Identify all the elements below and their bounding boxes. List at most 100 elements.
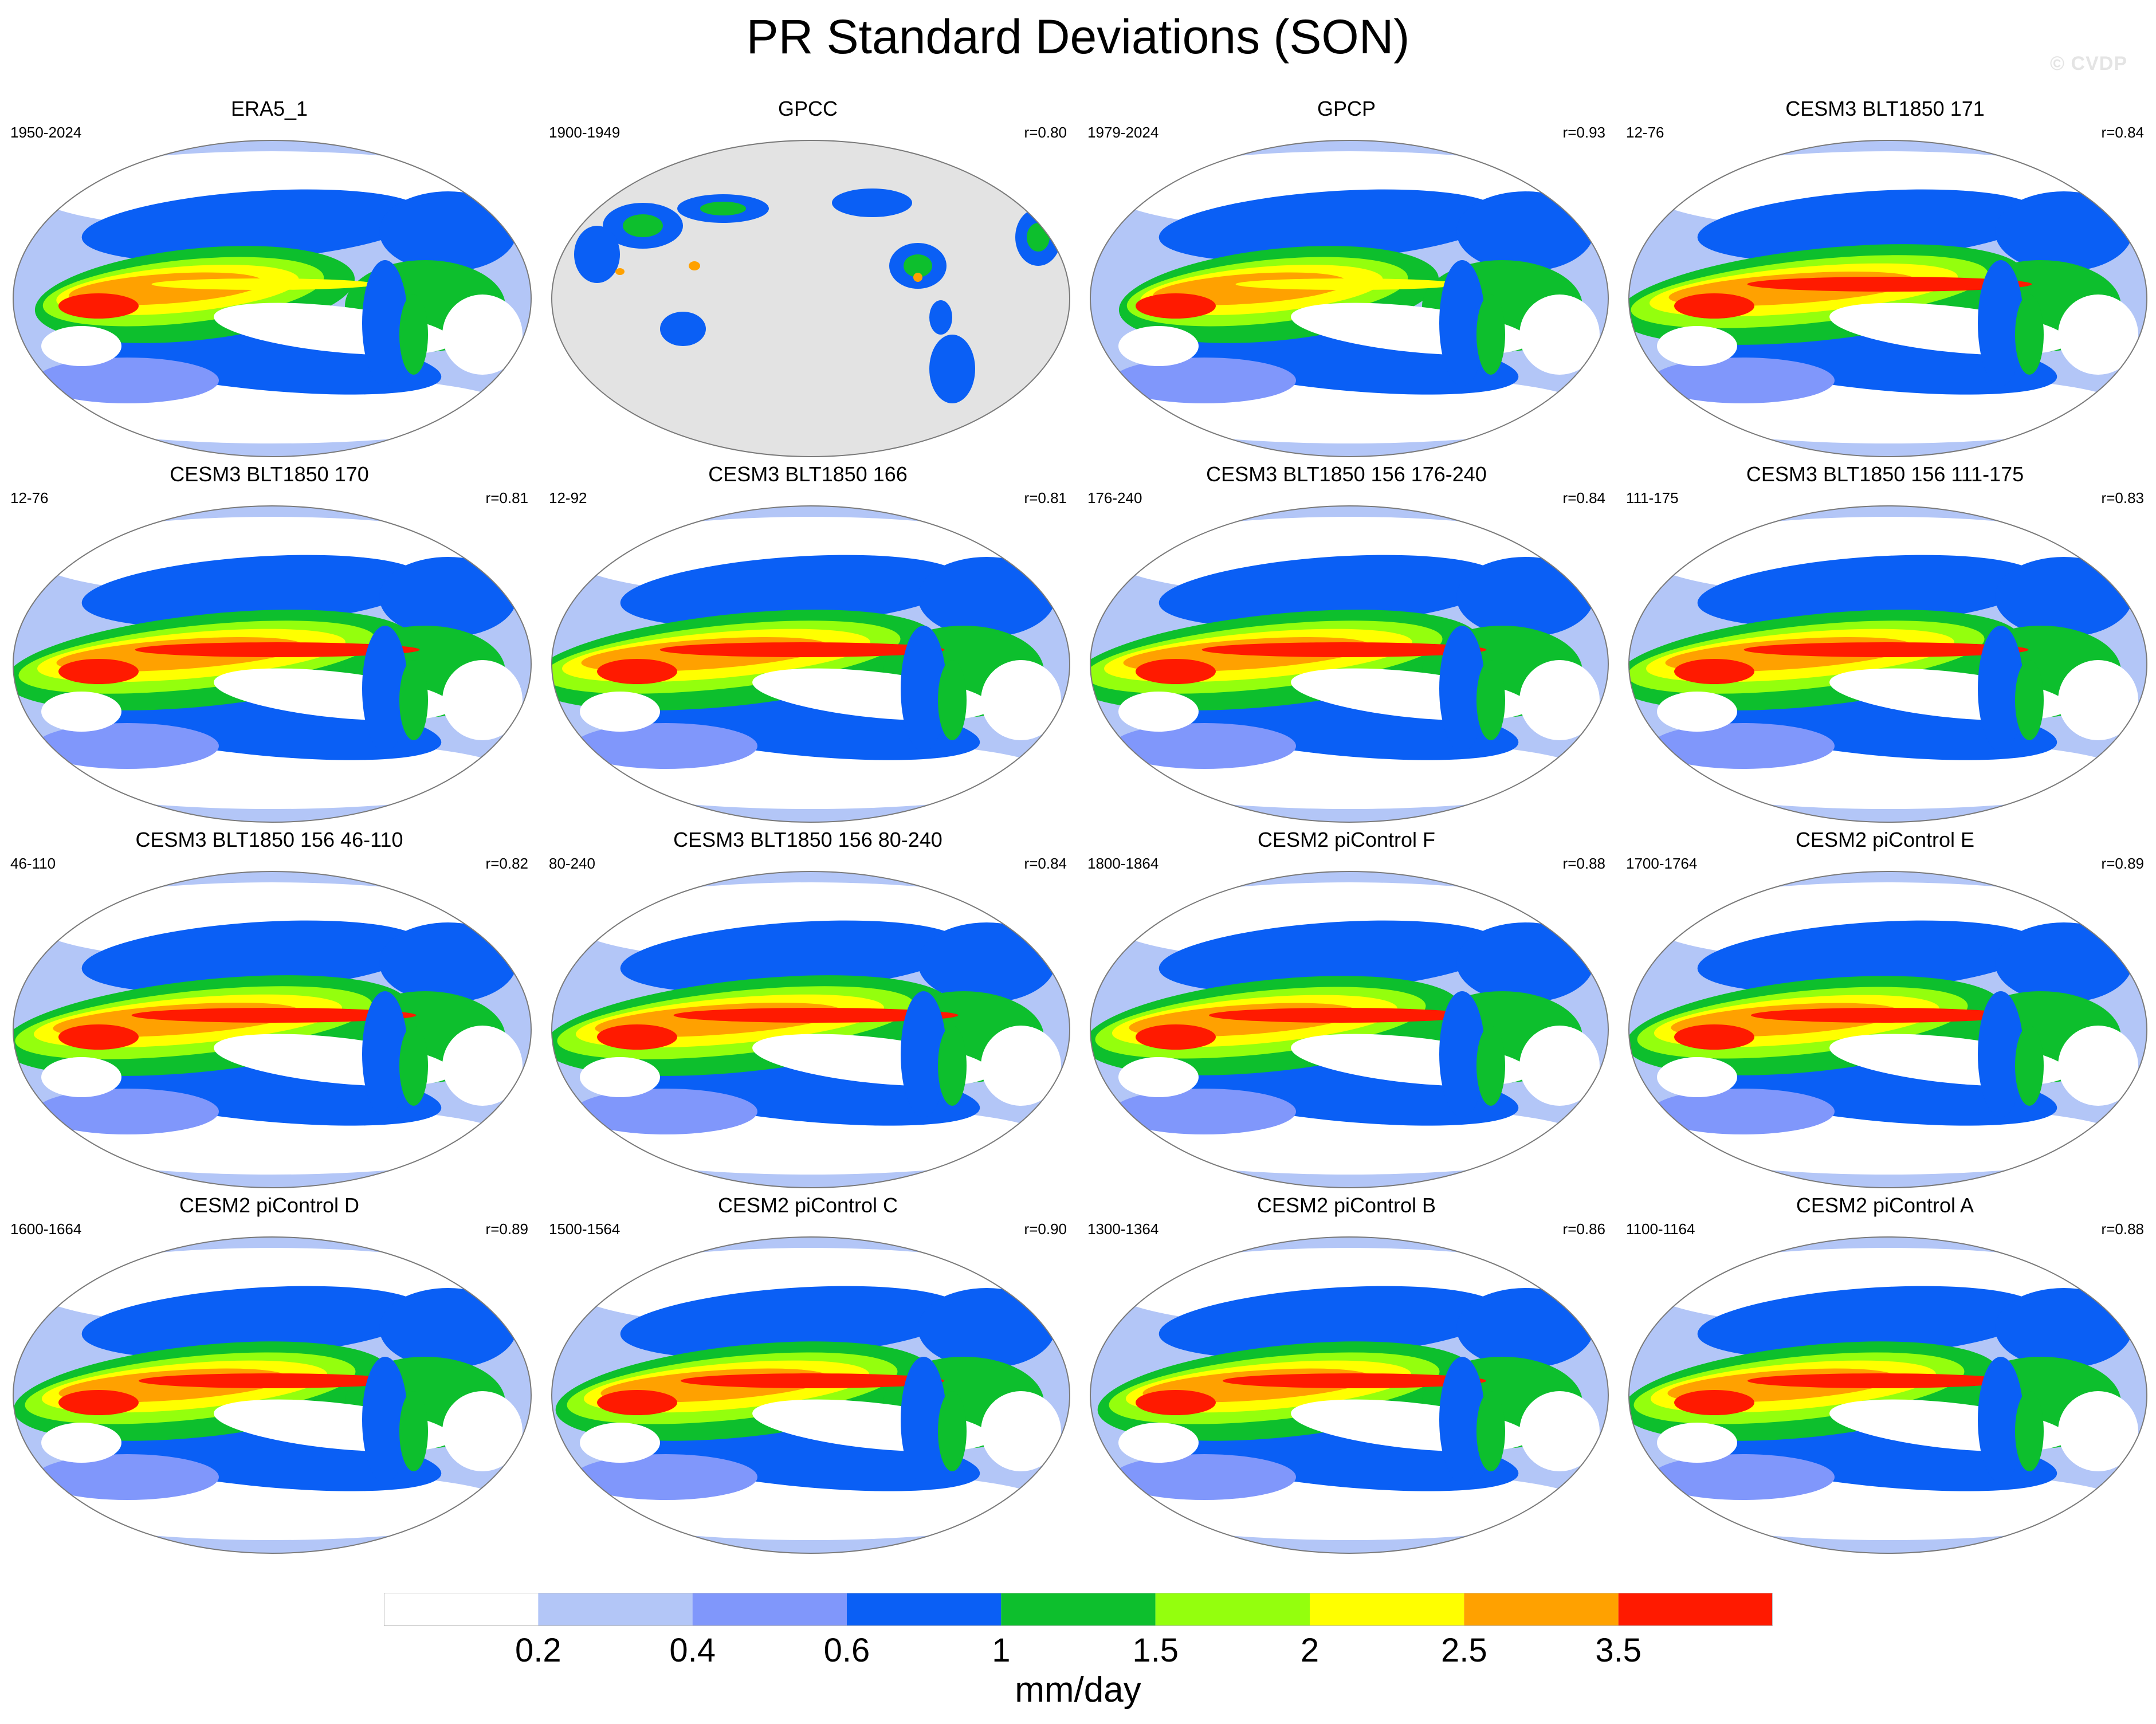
colorbar-swatch — [384, 1593, 539, 1626]
panel-correlation: r=0.84 — [1024, 855, 1067, 872]
map-panel: CESM3 BLT1850 166 12-92 r=0.81 — [539, 462, 1077, 828]
map-panel: CESM2 piControl E 1700-1764 r=0.89 — [1616, 827, 2154, 1194]
robinson-map — [1628, 140, 2147, 457]
colorbar-swatch — [847, 1593, 1002, 1626]
map-panel: ERA5_1 1950-2024 — [0, 96, 539, 463]
robinson-map — [551, 1236, 1070, 1554]
colorbar-tick: 2.5 — [1441, 1632, 1487, 1669]
panel-correlation: r=0.90 — [1024, 1220, 1067, 1238]
map-panel: GPCC 1900-1949 r=0.80 — [539, 96, 1077, 463]
panel-years: 12-76 — [10, 489, 49, 506]
robinson-map — [551, 140, 1070, 457]
panel-correlation: r=0.84 — [2101, 124, 2144, 141]
panel-title: GPCP — [1317, 97, 1376, 120]
panel-title: CESM2 piControl B — [1256, 1193, 1436, 1217]
panel-years: 80-240 — [549, 855, 595, 872]
robinson-map — [1090, 1236, 1609, 1554]
map-panel: CESM2 piControl A 1100-1164 r=0.88 — [1616, 1193, 2154, 1560]
colorbar-swatch — [692, 1593, 847, 1626]
panel-title: CESM2 piControl E — [1795, 828, 1975, 851]
robinson-map — [13, 140, 532, 457]
colorbar-tick: 1 — [992, 1632, 1011, 1669]
panel-title: ERA5_1 — [230, 97, 308, 120]
colorbar-tick: 0.6 — [823, 1632, 870, 1669]
colorbar — [384, 1593, 1773, 1626]
robinson-map — [1090, 871, 1609, 1188]
map-panel: CESM3 BLT1850 156 80-240 80-240 r=0.84 — [539, 827, 1077, 1194]
panel-title: CESM2 piControl D — [179, 1193, 360, 1217]
cvdp-watermark: © CVDP — [2050, 53, 2127, 74]
panel-title: CESM2 piControl A — [1796, 1193, 1974, 1217]
panel-years: 1979-2024 — [1087, 124, 1159, 141]
map-panel: CESM3 BLT1850 156 46-110 46-110 r=0.82 — [0, 827, 539, 1194]
map-panel: CESM3 BLT1850 170 12-76 r=0.81 — [0, 462, 539, 828]
panel-correlation: r=0.81 — [485, 489, 528, 506]
colorbar-swatch — [1155, 1593, 1310, 1626]
panel-years: 1950-2024 — [10, 124, 82, 141]
robinson-map — [13, 1236, 532, 1554]
panel-years: 1700-1764 — [1626, 855, 1698, 872]
panel-correlation: r=0.82 — [485, 855, 528, 872]
colorbar-tick: 0.4 — [669, 1632, 716, 1669]
robinson-map — [551, 871, 1070, 1188]
robinson-map — [1628, 505, 2147, 823]
panel-correlation: r=0.80 — [1024, 124, 1067, 141]
panel-title: CESM2 piControl F — [1257, 828, 1436, 851]
colorbar-tick: 1.5 — [1132, 1632, 1179, 1669]
robinson-map — [1090, 505, 1609, 823]
colorbar-tick: 0.2 — [515, 1632, 561, 1669]
colorbar-swatch — [1464, 1593, 1619, 1626]
panel-correlation: r=0.86 — [1562, 1220, 1605, 1238]
map-panel: CESM2 piControl D 1600-1664 r=0.89 — [0, 1193, 539, 1560]
panel-years: 1500-1564 — [549, 1220, 621, 1238]
panel-correlation: r=0.83 — [2101, 489, 2144, 506]
panel-title: GPCC — [777, 97, 838, 120]
panel-correlation: r=0.81 — [1024, 489, 1067, 506]
colorbar-tick: 3.5 — [1595, 1632, 1641, 1669]
panel-correlation: r=0.93 — [1562, 124, 1605, 141]
panel-correlation: r=0.88 — [1562, 855, 1605, 872]
panel-title: CESM3 BLT1850 156 80-240 — [673, 828, 942, 851]
panel-title: CESM3 BLT1850 156 46-110 — [135, 828, 403, 851]
panel-years: 1900-1949 — [549, 124, 621, 141]
robinson-map — [1628, 1236, 2147, 1554]
robinson-map — [1090, 140, 1609, 457]
panel-years: 1600-1664 — [10, 1220, 82, 1238]
colorbar-swatches — [384, 1593, 1773, 1626]
panel-correlation: r=0.88 — [2101, 1220, 2144, 1238]
colorbar-swatch — [1001, 1593, 1156, 1626]
panel-title: CESM3 BLT1850 166 — [708, 462, 908, 486]
panel-title: CESM3 BLT1850 170 — [170, 462, 369, 486]
robinson-map — [13, 505, 532, 823]
panel-correlation: r=0.84 — [1562, 489, 1605, 506]
robinson-map — [1628, 871, 2147, 1188]
panel-correlation: r=0.89 — [2101, 855, 2144, 872]
panel-years: 1100-1164 — [1626, 1220, 1695, 1238]
map-panel: CESM3 BLT1850 156 111-175 111-175 r=0.83 — [1616, 462, 2154, 828]
panel-title: CESM3 BLT1850 171 — [1785, 97, 1985, 120]
map-panel: CESM2 piControl C 1500-1564 r=0.90 — [539, 1193, 1077, 1560]
robinson-map — [551, 505, 1070, 823]
panel-years: 1800-1864 — [1087, 855, 1159, 872]
page-title: PR Standard Deviations (SON) — [746, 10, 1410, 64]
colorbar-swatch — [1310, 1593, 1464, 1626]
map-panel: CESM3 BLT1850 156 176-240 176-240 r=0.84 — [1077, 462, 1616, 828]
map-panel: CESM3 BLT1850 171 12-76 r=0.84 — [1616, 96, 2154, 463]
colorbar-unit-label: mm/day — [1015, 1670, 1141, 1710]
panel-years: 12-76 — [1626, 124, 1664, 141]
map-panel: CESM2 piControl B 1300-1364 r=0.86 — [1077, 1193, 1616, 1560]
robinson-map — [13, 871, 532, 1188]
map-panel: GPCP 1979-2024 r=0.93 — [1077, 96, 1616, 463]
panel-years: 46-110 — [10, 855, 56, 872]
map-panel: CESM2 piControl F 1800-1864 r=0.88 — [1077, 827, 1616, 1194]
panel-title: CESM3 BLT1850 156 111-175 — [1746, 462, 2024, 486]
panel-correlation: r=0.89 — [485, 1220, 528, 1238]
panel-years: 1300-1364 — [1087, 1220, 1159, 1238]
panel-years: 176-240 — [1087, 489, 1142, 506]
colorbar-swatch — [1618, 1593, 1773, 1626]
panel-years: 111-175 — [1626, 489, 1679, 506]
colorbar-tick: 2 — [1300, 1632, 1319, 1669]
panel-title: CESM3 BLT1850 156 176-240 — [1206, 462, 1487, 486]
panel-title: CESM2 piControl C — [717, 1193, 898, 1217]
panel-years: 12-92 — [549, 489, 587, 506]
